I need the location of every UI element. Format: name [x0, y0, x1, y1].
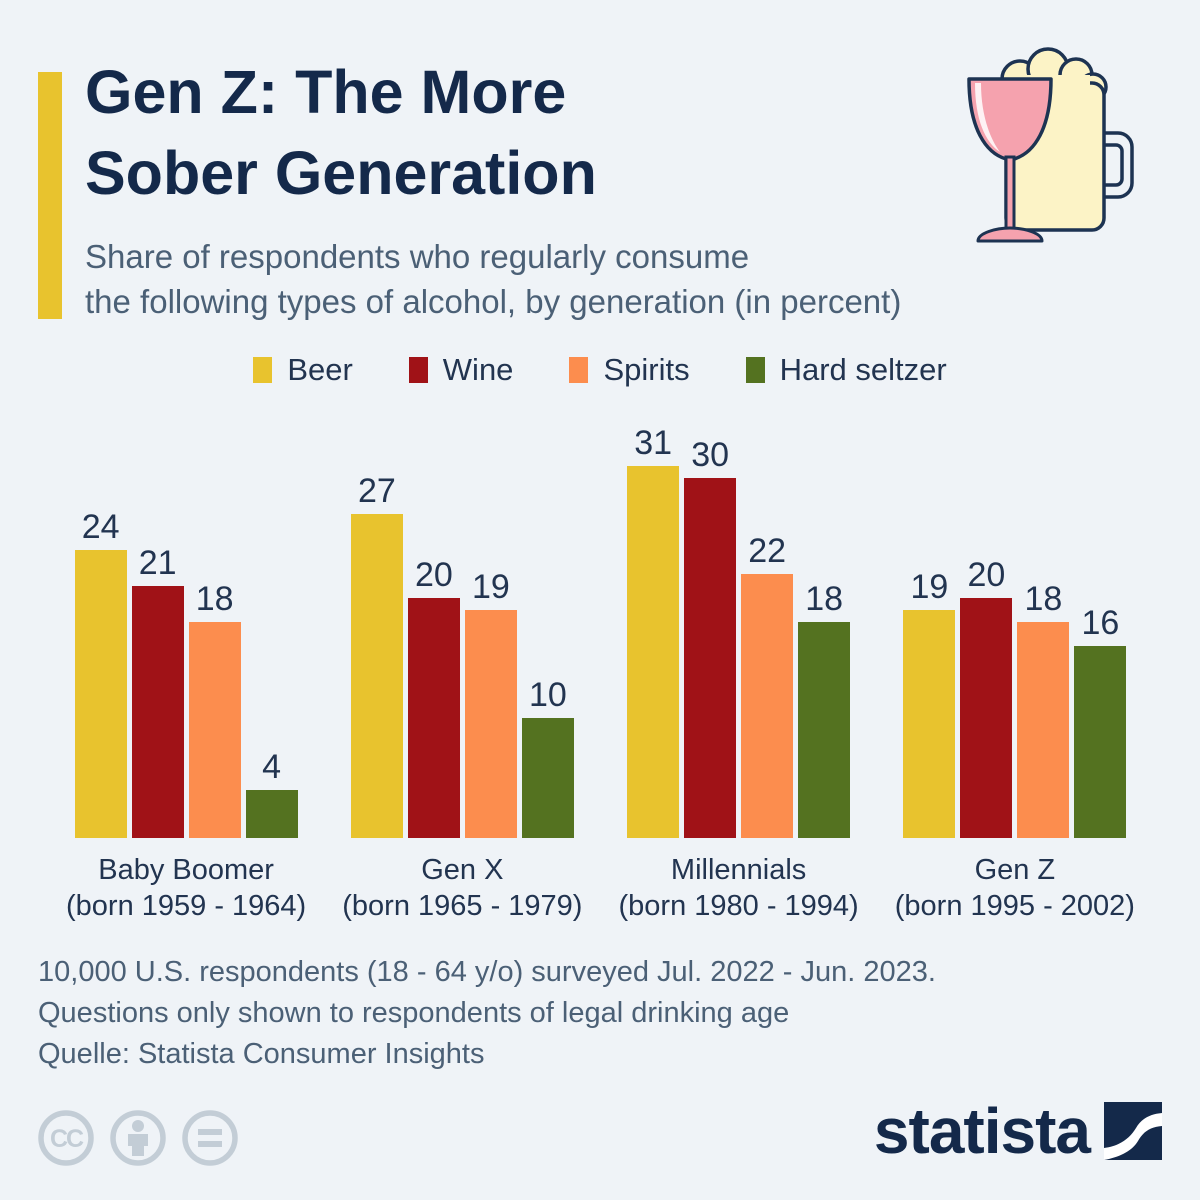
bar-column-wine: 21 [131, 544, 184, 838]
bar-hard-seltzer [521, 718, 574, 838]
category-label: Gen Z (born 1995 - 2002) [894, 854, 1135, 922]
bar-value-label: 18 [805, 580, 844, 618]
bar-beer [350, 514, 403, 838]
bar-value-label: 19 [910, 568, 949, 606]
bar-column-beer: 31 [627, 424, 680, 838]
accent-bar [38, 72, 62, 319]
bar-value-label: 19 [471, 568, 510, 606]
bar-value-label: 20 [414, 556, 453, 594]
subtitle-line-2: the following types of alcohol, by gener… [85, 283, 902, 320]
bar-value-label: 22 [748, 532, 787, 570]
bar-hard-seltzer [245, 790, 298, 838]
bar-column-wine: 20 [960, 556, 1013, 838]
legend-swatch-hard-seltzer [745, 357, 765, 383]
subtitle-line-1: Share of respondents who regularly consu… [85, 238, 750, 275]
bar-spirits [188, 622, 241, 838]
legend-item-beer: Beer [253, 352, 353, 388]
bar-column-beer: 19 [903, 568, 956, 838]
footnote: 10,000 U.S. respondents (18 - 64 y/o) su… [38, 952, 936, 1034]
legend-label-beer: Beer [287, 352, 353, 387]
footnote-line-2: Questions only shown to respondents of l… [38, 997, 790, 1029]
bar-beer [903, 610, 956, 838]
bar-value-label: 18 [1024, 580, 1063, 618]
legend: Beer Wine Spirits Hard seltzer [0, 352, 1200, 388]
bar-value-label: 30 [691, 436, 730, 474]
bar-column-spirits: 18 [1017, 580, 1070, 838]
cc-license-icons: CC [38, 1110, 238, 1166]
bar-value-label: 21 [138, 544, 177, 582]
bar-wine [684, 478, 737, 838]
page-subtitle: Share of respondents who regularly consu… [85, 234, 901, 324]
bar-column-spirits: 22 [741, 532, 794, 838]
legend-label-wine: Wine [442, 352, 514, 387]
statista-logo: statista [874, 1098, 1162, 1164]
wine-glass-icon [967, 77, 1053, 243]
category-label: Millennials (born 1980 - 1994) [618, 854, 859, 922]
bar-groups: 24 21 18 4 Baby Boomer (born 1959 - 1964) 27 20… [66, 424, 1135, 924]
legend-item-hard-seltzer: Hard seltzer [745, 352, 947, 388]
bar-column-spirits: 18 [188, 580, 241, 838]
statista-logo-mark [1104, 1102, 1162, 1160]
legend-swatch-wine [408, 357, 428, 383]
bar-beer [627, 466, 680, 838]
bar-value-label: 10 [528, 676, 567, 714]
wine-glass-and-beer-mug-icon [967, 47, 1134, 243]
footnote-line-1: 10,000 U.S. respondents (18 - 64 y/o) su… [38, 956, 936, 988]
bar-column-hard-seltzer: 16 [1074, 604, 1127, 838]
cc-by-icon [110, 1110, 166, 1166]
legend-swatch-beer [253, 357, 273, 383]
bar-beer [74, 550, 127, 838]
cc-nd-icon [182, 1110, 238, 1166]
bar-group-baby-boomer: 24 21 18 4 Baby Boomer (born 1959 - 1964) [66, 508, 306, 924]
bar-value-label: 18 [195, 580, 234, 618]
bar-value-label: 31 [634, 424, 673, 462]
category-label: Baby Boomer (born 1959 - 1964) [66, 854, 307, 922]
bar-value-label: 16 [1081, 604, 1120, 642]
bar-wine [960, 598, 1013, 838]
bars: 19 20 18 16 [903, 556, 1127, 838]
bar-column-spirits: 19 [464, 568, 517, 838]
svg-text:CC: CC [50, 1125, 84, 1153]
bar-hard-seltzer [1074, 646, 1127, 838]
bar-column-hard-seltzer: 18 [798, 580, 851, 838]
title-line-1: Gen Z: The More [85, 58, 567, 126]
bar-spirits [464, 610, 517, 838]
bar-column-hard-seltzer: 10 [521, 676, 574, 838]
cc-icon: CC [38, 1110, 94, 1166]
legend-swatch-spirits [569, 357, 589, 383]
source-line: Quelle: Statista Consumer Insights [38, 1038, 485, 1070]
bars: 24 21 18 4 [74, 508, 298, 838]
statista-wordmark: statista [873, 1095, 1091, 1167]
bar-value-label: 4 [262, 748, 282, 786]
legend-item-spirits: Spirits [569, 352, 690, 388]
page-title: Gen Z: The More Sober Generation [85, 52, 597, 214]
bar-group-gen-x: 27 20 19 10 Gen X (born 1965 - 1979) [342, 472, 582, 924]
legend-label-hard-seltzer: Hard seltzer [779, 352, 947, 387]
legend-item-wine: Wine [408, 352, 514, 388]
bar-group-gen-z: 19 20 18 16 Gen Z (born 1995 - 2002) [895, 556, 1135, 924]
category-label: Gen X (born 1965 - 1979) [342, 854, 583, 922]
title-line-2: Sober Generation [85, 139, 597, 207]
bar-value-label: 24 [81, 508, 120, 546]
bar-value-label: 20 [967, 556, 1006, 594]
legend-label-spirits: Spirits [603, 352, 690, 387]
bar-spirits [1017, 622, 1070, 838]
bar-spirits [741, 574, 794, 838]
bar-column-beer: 27 [350, 472, 403, 838]
bar-hard-seltzer [798, 622, 851, 838]
bar-column-wine: 20 [407, 556, 460, 838]
bars: 31 30 22 18 [627, 424, 851, 838]
bar-group-millennials: 31 30 22 18 Millennials (born 1980 - 1994) [619, 424, 859, 924]
bar-wine [131, 586, 184, 838]
bars: 27 20 19 10 [350, 472, 574, 838]
bar-column-beer: 24 [74, 508, 127, 838]
bar-column-wine: 30 [684, 436, 737, 838]
bar-wine [407, 598, 460, 838]
bar-value-label: 27 [357, 472, 396, 510]
bar-column-hard-seltzer: 4 [245, 748, 298, 838]
